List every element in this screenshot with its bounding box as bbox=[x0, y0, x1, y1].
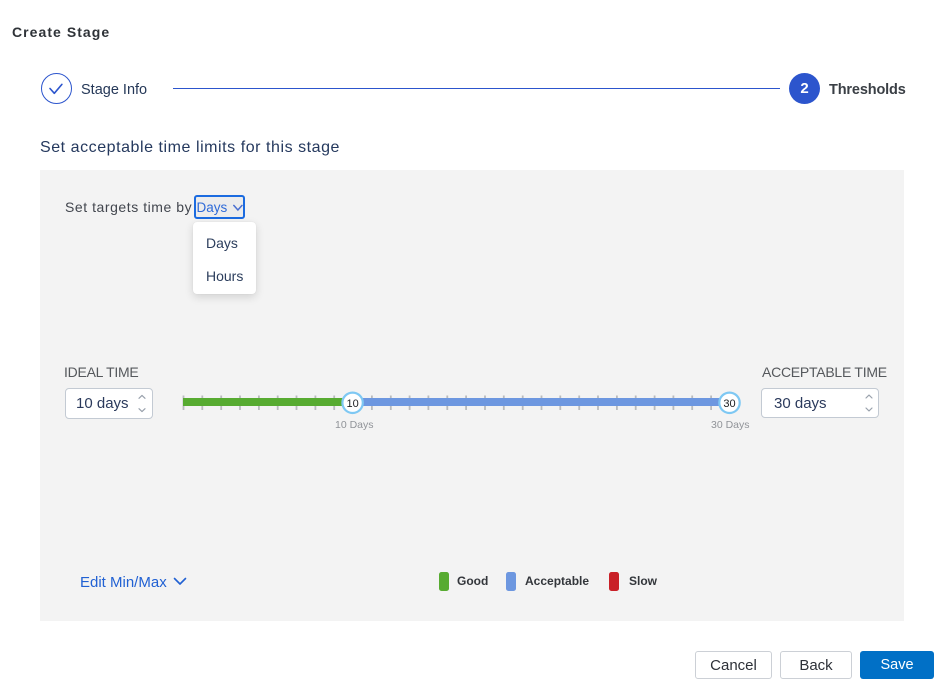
svg-text:30: 30 bbox=[723, 398, 735, 410]
svg-text:10: 10 bbox=[346, 398, 358, 410]
